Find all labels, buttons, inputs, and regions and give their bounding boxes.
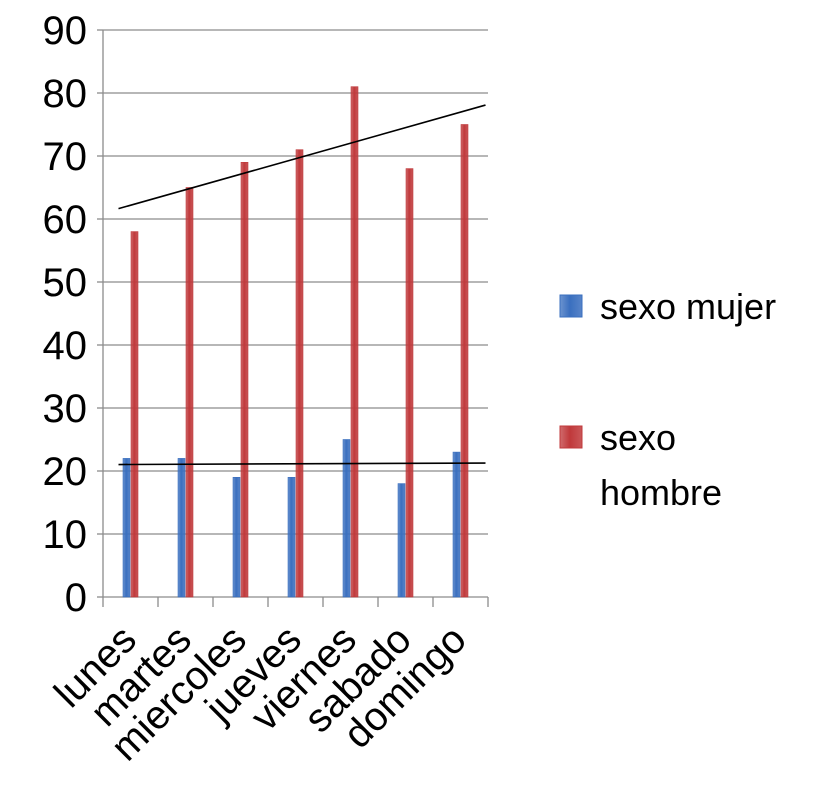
y-tick-label-70: 70 <box>43 135 88 179</box>
bar-sexo-mujer-sabado <box>397 483 406 598</box>
bar-sexo-mujer-lunes <box>122 458 131 598</box>
gridlines <box>103 29 488 535</box>
y-tick-label-40: 40 <box>43 324 88 368</box>
y-tick-label-10: 10 <box>43 513 88 557</box>
y-tick-label-60: 60 <box>43 198 88 242</box>
y-tick-label-90: 90 <box>43 9 88 53</box>
bar-sexo-mujer-jueves <box>287 476 296 598</box>
y-tick-labels: 0 10 20 30 40 50 60 70 80 90 <box>43 9 88 620</box>
trendline-sexo-hombre <box>118 104 486 210</box>
legend: sexo mujer sexo hombre <box>559 286 776 513</box>
y-tick-label-0: 0 <box>65 576 87 620</box>
bar-sexo-hombre-domingo <box>460 124 469 598</box>
legend-swatch-1 <box>559 425 583 449</box>
legend-label-1-0: sexo <box>600 417 676 458</box>
bar-sexo-mujer-miercoles <box>232 476 241 598</box>
x-tick-labels: lunesmartesmiercolesjuevesviernessabadod… <box>46 617 475 769</box>
trendlines <box>118 104 486 466</box>
legend-label-0-0: sexo mujer <box>600 286 776 327</box>
bar-sexo-hombre-jueves <box>295 149 304 598</box>
legend-label-1-1: hombre <box>600 472 722 513</box>
y-tick-label-30: 30 <box>43 387 88 431</box>
trendline-sexo-mujer <box>118 462 486 466</box>
y-tick-label-20: 20 <box>43 450 88 494</box>
bar-sexo-mujer-viernes <box>342 439 351 598</box>
bar-sexo-mujer-domingo <box>452 451 461 598</box>
legend-swatch-0 <box>559 294 583 318</box>
bar-sexo-hombre-martes <box>185 187 194 598</box>
y-tick-label-80: 80 <box>43 72 88 116</box>
axes <box>97 29 489 607</box>
bar-sexo-hombre-viernes <box>350 86 359 598</box>
bar-sexo-mujer-martes <box>177 458 186 598</box>
y-tick-label-50: 50 <box>43 261 88 305</box>
bars <box>122 86 469 598</box>
bar-sexo-hombre-miercoles <box>240 162 249 598</box>
bar-sexo-hombre-sabado <box>405 168 414 598</box>
bar-sexo-hombre-lunes <box>130 231 139 598</box>
